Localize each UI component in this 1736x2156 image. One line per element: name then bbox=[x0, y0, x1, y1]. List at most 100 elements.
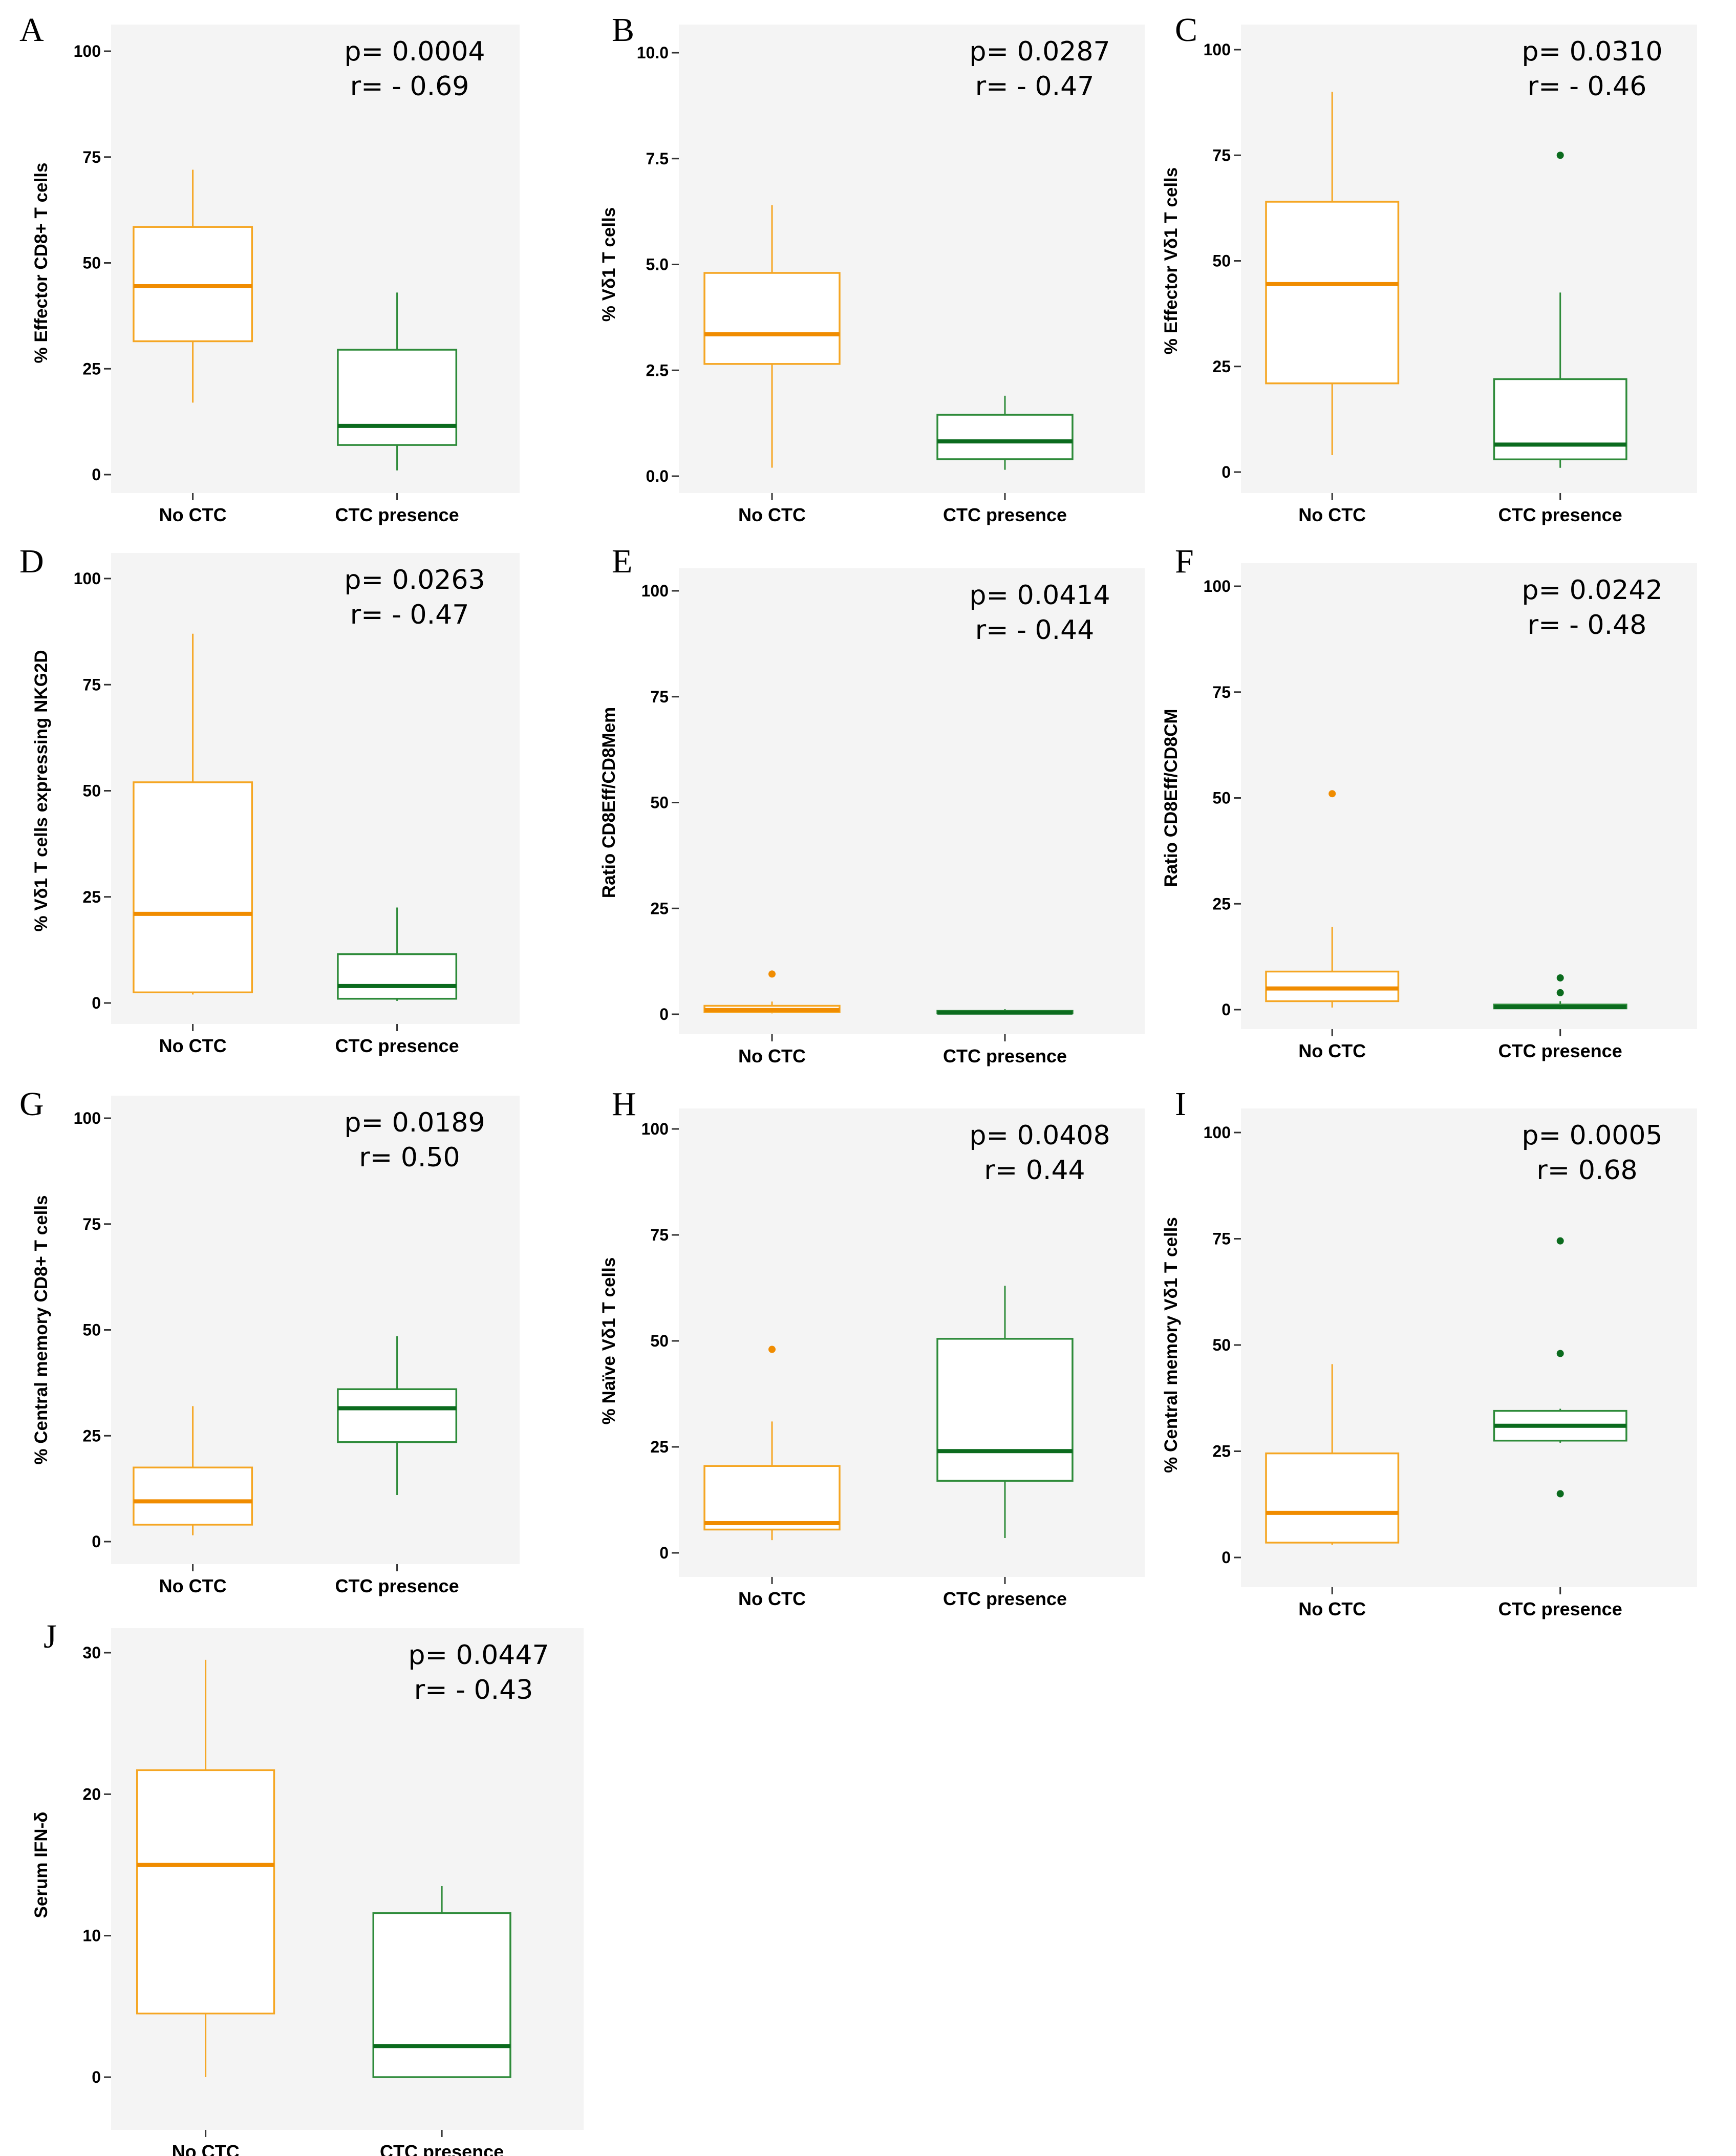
y-tick-label: 0 bbox=[92, 465, 101, 484]
y-tick-label: 75 bbox=[650, 1226, 669, 1244]
box-no-ctc bbox=[136, 1659, 275, 2077]
panel-letter: I bbox=[1175, 1085, 1186, 1123]
outlier-point bbox=[1556, 1237, 1564, 1245]
y-axis-label: % Central memory Vδ1 T cells bbox=[1161, 1217, 1181, 1473]
panel-letter: E bbox=[612, 543, 632, 580]
panel-e: E 0 25 50 75 100 Ratio CD8Eff/CD8Mem No CTC CTC … bbox=[599, 543, 1145, 1066]
y-tick-label: 50 bbox=[82, 1321, 101, 1339]
y-axis-label: % Naïve Vδ1 T cells bbox=[599, 1257, 619, 1425]
iqr-box bbox=[337, 953, 458, 1000]
box-ctc-presence bbox=[936, 1009, 1074, 1015]
r-value-label: r= - 0.44 bbox=[975, 615, 1095, 646]
p-value-label: p= 0.0242 bbox=[1521, 575, 1662, 606]
y-tick-label: 100 bbox=[1204, 577, 1231, 595]
y-axis-label: % Effector Vδ1 T cells bbox=[1161, 167, 1181, 355]
y-tick-label: 0 bbox=[659, 1005, 669, 1023]
y-axis-label: % Vδ1 T cells bbox=[599, 207, 619, 322]
y-tick-label: 30 bbox=[82, 1643, 101, 1662]
y-tick-label: 0 bbox=[1221, 463, 1231, 481]
y-tick-label: 50 bbox=[650, 1332, 669, 1350]
outlier-point bbox=[768, 1346, 776, 1353]
x-tick-label: CTC presence bbox=[1498, 1598, 1622, 1619]
y-tick-label: 100 bbox=[641, 582, 669, 600]
y-tick-label: 75 bbox=[82, 148, 101, 166]
x-tick-label: No CTC bbox=[1298, 504, 1366, 525]
p-value-label: p= 0.0263 bbox=[344, 565, 485, 595]
iqr-box bbox=[1265, 201, 1400, 385]
y-tick-label: 5.0 bbox=[646, 255, 669, 274]
outlier-point bbox=[1556, 1490, 1564, 1498]
r-value-label: r= - 0.46 bbox=[1528, 71, 1647, 102]
p-value-label: p= 0.0189 bbox=[344, 1107, 485, 1138]
iqr-box bbox=[936, 1338, 1074, 1482]
iqr-box bbox=[133, 1466, 253, 1526]
box-ctc-presence bbox=[1493, 152, 1627, 468]
x-tick-label: CTC presence bbox=[943, 504, 1067, 525]
outlier-point bbox=[1556, 989, 1564, 996]
p-value-label: p= 0.0447 bbox=[408, 1640, 549, 1671]
r-value-label: r= - 0.48 bbox=[1528, 610, 1647, 641]
box-ctc-presence bbox=[337, 907, 458, 1001]
y-tick-label: 2.5 bbox=[646, 361, 669, 379]
box-ctc-presence bbox=[936, 395, 1074, 470]
panel-letter: H bbox=[612, 1085, 636, 1123]
box-no-ctc bbox=[1265, 92, 1400, 455]
panel-letter: F bbox=[1175, 543, 1194, 580]
box-ctc-presence bbox=[936, 1286, 1074, 1539]
y-tick-label: 10 bbox=[82, 1927, 101, 1945]
x-tick-label: No CTC bbox=[1298, 1598, 1366, 1619]
y-tick-label: 75 bbox=[1212, 1230, 1231, 1248]
x-tick-label: No CTC bbox=[159, 1035, 227, 1056]
x-tick-label: CTC presence bbox=[1498, 1040, 1622, 1061]
y-tick-label: 75 bbox=[82, 1215, 101, 1233]
panel-letter: C bbox=[1175, 11, 1197, 49]
y-tick-label: 75 bbox=[1212, 683, 1231, 701]
y-tick-label: 25 bbox=[650, 899, 669, 917]
iqr-box bbox=[136, 1769, 275, 2015]
outlier-point bbox=[1328, 790, 1336, 798]
panel-letter: A bbox=[19, 11, 44, 49]
y-tick-label: 50 bbox=[82, 782, 101, 800]
box-no-ctc bbox=[1265, 1364, 1400, 1545]
y-tick-label: 50 bbox=[650, 794, 669, 812]
x-tick-label: No CTC bbox=[159, 504, 227, 525]
panel-f: F 0 25 50 75 100 Ratio CD8Eff/CD8CM No CTC CTC p… bbox=[1161, 543, 1697, 1061]
outlier-point bbox=[1556, 1350, 1564, 1357]
panel-letter: G bbox=[19, 1085, 44, 1123]
x-tick-label: CTC presence bbox=[943, 1045, 1067, 1066]
y-tick-label: 25 bbox=[1212, 357, 1231, 376]
x-tick-label: CTC presence bbox=[943, 1588, 1067, 1609]
iqr-box bbox=[337, 349, 458, 446]
box-ctc-presence bbox=[337, 292, 458, 471]
x-tick-label: CTC presence bbox=[380, 2141, 504, 2156]
box-no-ctc bbox=[703, 1346, 841, 1541]
y-tick-label: 0 bbox=[92, 1532, 101, 1551]
iqr-box bbox=[133, 226, 253, 343]
iqr-box bbox=[1265, 970, 1400, 1002]
y-tick-label: 25 bbox=[82, 888, 101, 906]
plot-background bbox=[1241, 563, 1697, 1029]
r-value-label: r= 0.50 bbox=[359, 1142, 460, 1173]
y-tick-label: 0 bbox=[92, 2068, 101, 2086]
panel-b: B 0.0 2.5 5.0 7.5 10.0 % Vδ1 T cells No CTC CTC … bbox=[599, 11, 1145, 525]
y-tick-label: 100 bbox=[74, 1109, 101, 1127]
p-value-label: p= 0.0004 bbox=[344, 36, 485, 67]
x-tick-label: No CTC bbox=[159, 1575, 227, 1596]
y-tick-label: 0 bbox=[659, 1544, 669, 1562]
y-axis-label: Serum IFN-δ bbox=[31, 1812, 51, 1918]
y-tick-label: 100 bbox=[1204, 40, 1231, 59]
x-tick-label: CTC presence bbox=[1498, 504, 1622, 525]
p-value-label: p= 0.0005 bbox=[1521, 1120, 1662, 1151]
x-tick-label: CTC presence bbox=[335, 1575, 459, 1596]
y-axis-label: % Effector CD8+ T cells bbox=[31, 163, 51, 364]
y-tick-label: 100 bbox=[74, 569, 101, 588]
y-axis-label: Ratio CD8Eff/CD8Mem bbox=[599, 707, 619, 898]
outlier-point bbox=[1556, 974, 1564, 981]
y-tick-label: 50 bbox=[1212, 1336, 1231, 1354]
box-ctc-presence bbox=[1493, 1237, 1627, 1498]
panel-letter: B bbox=[612, 11, 634, 49]
panel-h: H 0 25 50 75 100 % Naïve Vδ1 T cells No CTC CTC … bbox=[599, 1085, 1145, 1609]
y-axis-label: % Vδ1 T cells expressing NKG2D bbox=[31, 650, 51, 931]
p-value-label: p= 0.0414 bbox=[969, 580, 1110, 611]
panel-a: A 0 25 50 75 100 % Effector CD8+ T cells No CTC… bbox=[19, 11, 520, 525]
